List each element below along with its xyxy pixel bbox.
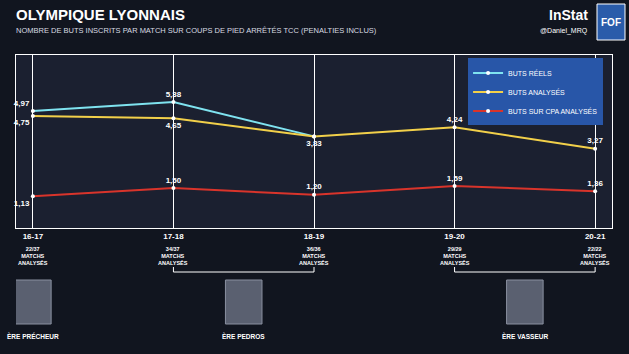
svg-text:1,20: 1,20	[306, 182, 322, 191]
svg-text:4,75: 4,75	[14, 118, 30, 127]
svg-text:34/37MATCHSANALYSÉS: 34/37MATCHSANALYSÉS	[158, 246, 188, 266]
svg-text:1,36: 1,36	[587, 179, 603, 188]
svg-text:1,13: 1,13	[14, 199, 30, 208]
svg-text:BUTS ANALYSÉS: BUTS ANALYSÉS	[508, 88, 565, 96]
svg-text:5,38: 5,38	[166, 90, 182, 99]
svg-text:36/36MATCHSANALYSÉS: 36/36MATCHSANALYSÉS	[299, 246, 329, 266]
svg-text:ÈRE VASSEUR: ÈRE VASSEUR	[502, 332, 548, 340]
svg-text:4,65: 4,65	[166, 121, 182, 130]
svg-text:BUTS RÉELS: BUTS RÉELS	[508, 69, 552, 77]
svg-text:@Daniel_MRQ: @Daniel_MRQ	[540, 27, 588, 35]
svg-text:4,24: 4,24	[447, 115, 463, 124]
svg-text:17-18: 17-18	[163, 232, 184, 241]
svg-text:22/22MATCHSANALYSÉS: 22/22MATCHSANALYSÉS	[580, 246, 610, 266]
svg-text:18-19: 18-19	[304, 232, 325, 241]
svg-text:1,50: 1,50	[166, 176, 182, 185]
svg-text:16-17: 16-17	[23, 232, 44, 241]
svg-text:3,83: 3,83	[306, 139, 322, 148]
svg-text:BUTS SUR CPA ANALYSÉS: BUTS SUR CPA ANALYSÉS	[508, 107, 597, 115]
svg-text:1,59: 1,59	[447, 174, 463, 183]
svg-text:29/29MATCHSANALYSÉS: 29/29MATCHSANALYSÉS	[440, 246, 470, 266]
svg-text:22/37MATCHSANALYSÉS: 22/37MATCHSANALYSÉS	[18, 246, 48, 266]
svg-text:ÈRE PEDROS: ÈRE PEDROS	[222, 332, 265, 340]
svg-text:InStat: InStat	[549, 7, 588, 23]
svg-text:FOF: FOF	[601, 17, 621, 28]
svg-text:3,27: 3,27	[587, 136, 603, 145]
svg-text:19-20: 19-20	[444, 232, 465, 241]
svg-text:NOMBRE DE BUTS INSCRITS PAR MA: NOMBRE DE BUTS INSCRITS PAR MATCH SUR CO…	[16, 26, 377, 35]
svg-text:20-21: 20-21	[585, 232, 606, 241]
svg-text:4,97: 4,97	[14, 99, 30, 108]
svg-text:ÈRE PRÉCHEUR: ÈRE PRÉCHEUR	[7, 332, 59, 340]
svg-text:OLYMPIQUE LYONNAIS: OLYMPIQUE LYONNAIS	[16, 6, 185, 23]
